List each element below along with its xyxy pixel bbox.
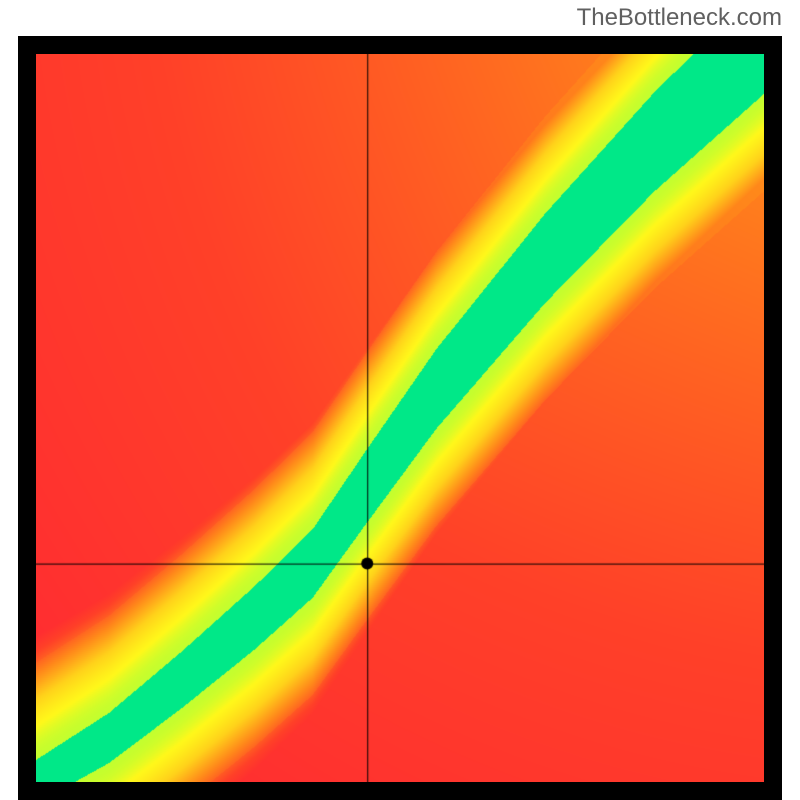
- heatmap-canvas: [36, 54, 764, 782]
- watermark-text: TheBottleneck.com: [577, 4, 782, 32]
- chart-container: TheBottleneck.com: [0, 0, 800, 800]
- plot-frame: [18, 36, 782, 800]
